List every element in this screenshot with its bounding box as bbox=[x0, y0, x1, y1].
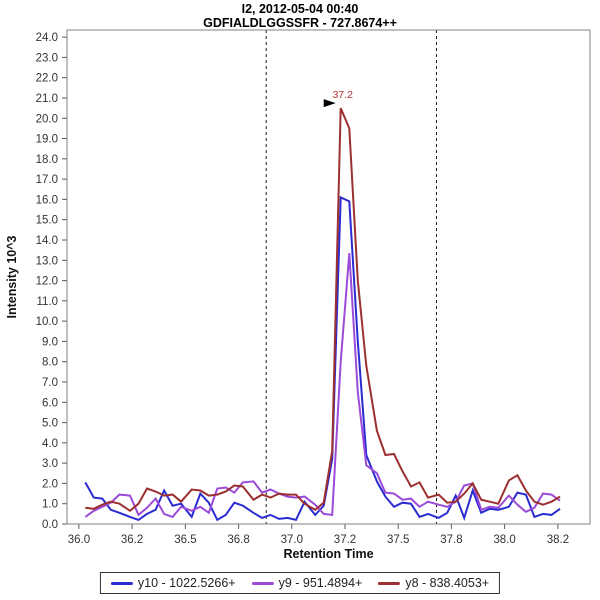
y-tick-label: 1.0 bbox=[42, 499, 58, 511]
legend-swatch-y9 bbox=[251, 581, 274, 585]
legend-swatch-y8 bbox=[378, 581, 401, 585]
plot-area[interactable] bbox=[67, 30, 590, 524]
legend-label-y10: y10 - 1022.5266+ bbox=[137, 576, 236, 590]
y-tick-label: 8.0 bbox=[42, 357, 58, 369]
x-tick-label: 36.0 bbox=[68, 534, 90, 546]
y-tick-label: 5.0 bbox=[42, 418, 58, 430]
x-tick-label: 36.5 bbox=[174, 534, 196, 546]
legend-item-y9: y9 - 951.4894+ bbox=[251, 576, 363, 590]
chart-header: I2, 2012-05-04 00:40 GDFIALDLGGSSFR - 72… bbox=[0, 2, 600, 30]
x-tick-label: 38.0 bbox=[493, 534, 515, 546]
legend-item-y8: y8 - 838.4053+ bbox=[378, 576, 489, 590]
y-axis-title: Intensity 10^3 bbox=[5, 235, 19, 318]
legend-label-y9: y9 - 951.4894+ bbox=[278, 576, 363, 590]
y-tick-label: 18.0 bbox=[36, 154, 58, 166]
x-tick-label: 37.0 bbox=[281, 534, 303, 546]
legend-label-y8: y8 - 838.4053+ bbox=[405, 576, 490, 590]
series-line-y9 bbox=[84, 253, 561, 519]
best-peak-arrow-icon bbox=[323, 99, 336, 108]
y-tick-label: 0.0 bbox=[42, 519, 58, 531]
x-tick-label: 36.8 bbox=[227, 534, 249, 546]
x-tick-label: 36.2 bbox=[121, 534, 143, 546]
y-tick-label: 2.0 bbox=[42, 478, 58, 490]
x-tick-label: 38.2 bbox=[547, 534, 569, 546]
y-tick-label: 20.0 bbox=[36, 113, 58, 125]
y-tick-label: 24.0 bbox=[36, 32, 58, 44]
y-tick-label: 6.0 bbox=[42, 397, 58, 409]
y-tick-label: 21.0 bbox=[36, 93, 58, 105]
y-tick-label: 7.0 bbox=[42, 377, 58, 389]
chart-title: I2, 2012-05-04 00:40 bbox=[241, 2, 359, 16]
y-tick-label: 13.0 bbox=[36, 255, 58, 267]
y-tick-label: 16.0 bbox=[36, 194, 58, 206]
y-tick-label: 17.0 bbox=[36, 174, 58, 186]
y-tick-label: 22.0 bbox=[36, 73, 58, 85]
y-tick-label: 4.0 bbox=[42, 438, 58, 450]
y-tick-label: 9.0 bbox=[42, 336, 58, 348]
legend-swatch-y10 bbox=[110, 581, 133, 585]
y-tick-label: 23.0 bbox=[36, 52, 58, 64]
y-tick-label: 14.0 bbox=[36, 235, 58, 247]
series-line-y10 bbox=[84, 195, 561, 522]
series-line-y8 bbox=[85, 107, 561, 513]
y-tick-label: 15.0 bbox=[36, 215, 58, 227]
legend: y10 - 1022.5266+ y9 - 951.4894+ y8 - 838.4… bbox=[99, 572, 501, 594]
legend-item-y10: y10 - 1022.5266+ bbox=[110, 576, 236, 590]
chart-subtitle: GDFIALDLGGSSFR - 727.8674++ bbox=[203, 16, 397, 30]
y-tick-label: 19.0 bbox=[36, 134, 58, 146]
x-tick-label: 37.2 bbox=[334, 534, 356, 546]
plot-frame bbox=[66, 29, 591, 525]
y-tick-label: 3.0 bbox=[42, 458, 58, 470]
x-tick-label: 37.5 bbox=[387, 534, 409, 546]
x-tick-label: 37.8 bbox=[440, 534, 462, 546]
x-axis-title: Retention Time bbox=[283, 547, 373, 561]
y-tick-label: 10.0 bbox=[36, 316, 58, 328]
peak-annotation-label: 37.2 bbox=[332, 89, 353, 101]
y-tick-label: 11.0 bbox=[36, 296, 58, 308]
y-tick-label: 12.0 bbox=[36, 276, 58, 288]
